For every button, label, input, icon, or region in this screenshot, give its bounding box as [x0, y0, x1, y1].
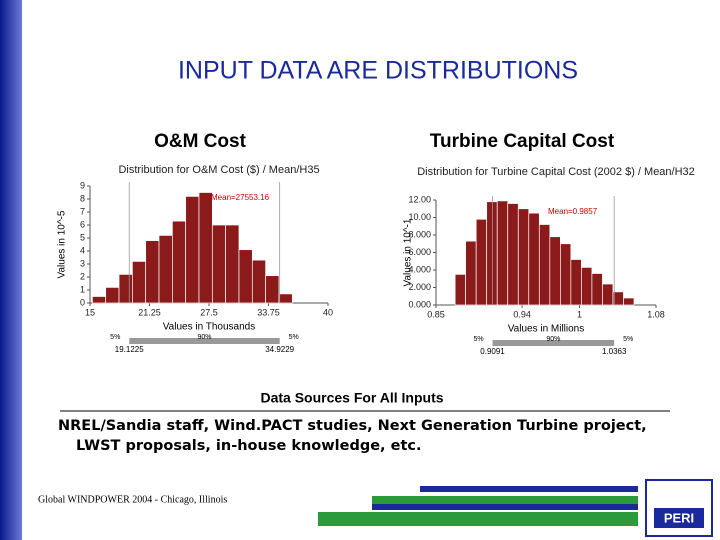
y-tick-label: 4.000 [408, 264, 431, 274]
slide-title: INPUT DATA ARE DISTRIBUTIONS [178, 57, 578, 85]
y-tick-label: 8.000 [408, 229, 431, 239]
bar [145, 240, 160, 304]
bar [238, 249, 253, 304]
footer: Global WINDPOWER 2004 - Chicago, Illinoi… [38, 494, 227, 505]
y-tick-label: 6 [80, 219, 85, 229]
bar [507, 203, 519, 306]
bar [278, 293, 293, 304]
x-tick-label: 33.75 [257, 307, 280, 317]
x-tick-label: 15 [85, 307, 95, 317]
interval-value: 19.1225 [115, 345, 144, 354]
x-tick-label: 1 [577, 309, 582, 319]
bar [118, 274, 133, 304]
interval-label: 5% [110, 334, 120, 341]
bar [581, 267, 593, 306]
y-tick-label: 0 [80, 297, 85, 307]
stripe [420, 486, 638, 492]
bar [602, 283, 614, 306]
interval-label: 5% [473, 336, 483, 343]
stripe [372, 504, 638, 510]
y-tick-label: 7 [80, 206, 85, 216]
bar [211, 224, 227, 304]
bar [92, 296, 107, 304]
chart-title: Distribution for Turbine Capital Cost (2… [417, 166, 695, 178]
chart-title: Distribution for O&M Cost ($) / Mean/H35 [118, 164, 319, 176]
y-tick-label: 6.000 [408, 247, 431, 257]
bar [225, 224, 240, 304]
interval-label: 5% [623, 336, 633, 343]
bar [538, 224, 551, 306]
x-tick-label: 1.08 [647, 309, 665, 319]
sources-box: NREL/Sandia staff, Wind.PACT studies, Ne… [58, 418, 647, 454]
interval-bar [129, 338, 280, 344]
y-tick-label: 1 [80, 284, 85, 294]
bar [198, 192, 213, 304]
bar [475, 218, 488, 306]
bar [623, 297, 635, 306]
x-axis-label: Values in Thousands [163, 322, 255, 333]
y-tick-label: 2.000 [408, 282, 431, 292]
bar [496, 200, 509, 306]
bar [570, 259, 582, 306]
x-tick-label: 0.94 [513, 309, 531, 319]
x-tick-label: 40 [323, 307, 333, 317]
x-tick-label: 0.85 [427, 309, 445, 319]
bar [591, 273, 603, 306]
x-tick-label: 27.5 [200, 307, 218, 317]
bar [528, 212, 540, 306]
bar [105, 287, 120, 304]
stripe [318, 512, 638, 526]
y-tick-label: 0.000 [408, 299, 431, 309]
x-tick-label: 21.25 [138, 307, 161, 317]
left-band [0, 0, 22, 540]
x-axis-label: Values in Millions [508, 324, 585, 335]
bar [171, 220, 187, 304]
bar [549, 236, 561, 306]
bar [158, 235, 173, 304]
mean-annotation: Mean=0.9857 [548, 207, 598, 216]
interval-value: 1.0363 [602, 347, 627, 356]
y-axis-label: Values in 10^-1 [403, 218, 414, 286]
interval-value: 34.9229 [265, 345, 294, 354]
bar [251, 259, 266, 304]
panel-heading: O&M Cost [154, 131, 247, 152]
y-tick-label: 8 [80, 193, 85, 203]
bar [185, 196, 200, 304]
interval-label: 90% [197, 334, 211, 341]
bar [486, 201, 498, 306]
logo: PERI [664, 510, 694, 525]
y-tick-label: 2 [80, 271, 85, 281]
interval-bar [492, 340, 615, 346]
logo-band [654, 508, 704, 528]
mean-annotation: Mean=27553.16 [211, 193, 270, 202]
bar [465, 240, 477, 306]
interval-value: 0.9091 [480, 347, 505, 356]
y-tick-label: 3 [80, 258, 85, 268]
y-tick-label: 12.00 [408, 194, 431, 204]
bar [517, 208, 530, 306]
sources-heading: Data Sources For All Inputs [260, 390, 443, 406]
bar [265, 275, 280, 304]
y-tick-label: 4 [80, 245, 85, 255]
y-tick-label: 9 [80, 180, 85, 190]
sources-text: NREL/Sandia staff, Wind.PACT studies, Ne… [58, 418, 647, 454]
y-tick-label: 10.00 [408, 212, 431, 222]
bar [454, 274, 467, 306]
panel-heading: Turbine Capital Cost [430, 131, 615, 152]
bar [559, 243, 572, 306]
stripe [372, 496, 638, 504]
y-axis-label: Values in 10^-5 [57, 210, 68, 278]
y-tick-label: 5 [80, 232, 85, 242]
interval-label: 5% [289, 334, 299, 341]
interval-label: 90% [546, 336, 560, 343]
bar [132, 261, 147, 304]
